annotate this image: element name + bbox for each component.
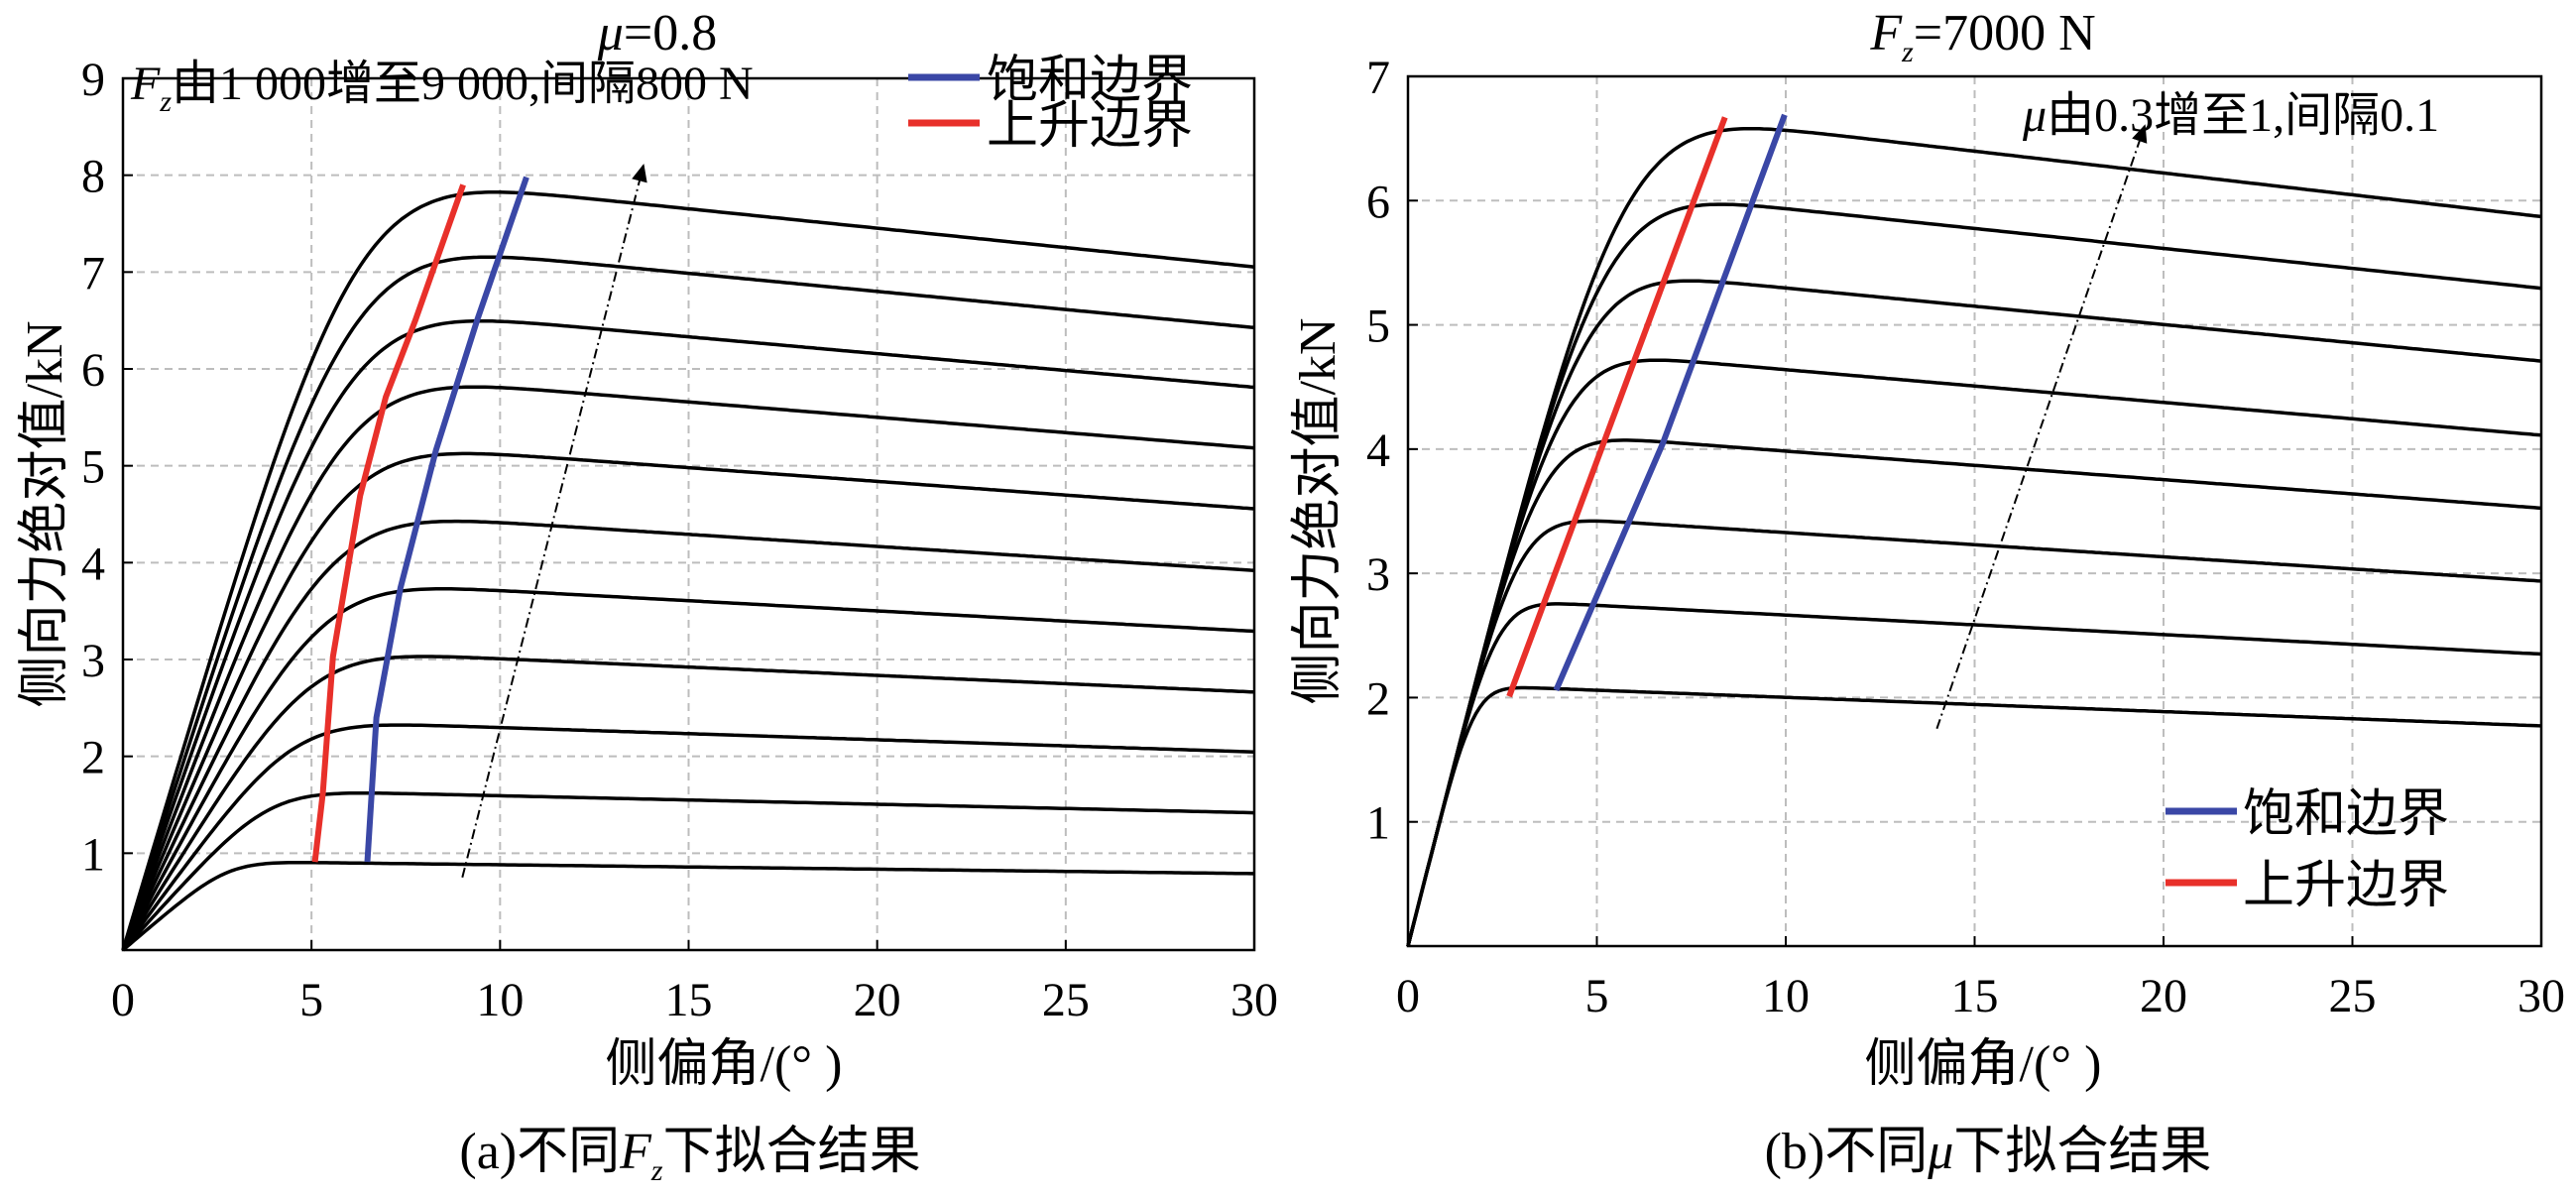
x-tick-label: 20 xyxy=(854,974,901,1026)
x-tick-label: 10 xyxy=(476,974,524,1026)
y-tick-label: 2 xyxy=(81,732,105,784)
caption-suffix: 下拟合结果 xyxy=(663,1124,921,1180)
annotation-symbol: F xyxy=(130,58,161,110)
legend-label: 上升边界 xyxy=(987,98,1193,155)
chart-title: μ=0.8 xyxy=(597,5,717,61)
x-axis-label: 侧偏角/(° ) xyxy=(1865,1036,2102,1093)
title-symbol: F xyxy=(1869,5,1903,61)
panel-b-mu: 0 5 10 15 20 25 301234567μ由0.3增至1,间隔0.1饱和边界上升边… xyxy=(1290,5,2565,1180)
y-tick-label: 3 xyxy=(1366,548,1390,601)
annotation-subscript: z xyxy=(159,85,172,118)
y-tick-label: 5 xyxy=(1366,300,1390,353)
x-tick-label: 0 xyxy=(111,974,135,1026)
y-tick-label: 7 xyxy=(81,247,105,300)
chart-title: Fz=7000 N xyxy=(1869,5,2095,68)
plot-frame xyxy=(1406,74,2543,948)
x-tick-label: 30 xyxy=(2517,970,2565,1022)
x-tick-label: 15 xyxy=(665,974,713,1026)
curve-0.7 xyxy=(1406,358,2542,947)
x-tick-label: 25 xyxy=(2329,970,2377,1022)
caption-subscript: z xyxy=(650,1154,663,1187)
curve-9000 xyxy=(121,189,1255,951)
figure-caption: (a)不同Fz下拟合结果 xyxy=(459,1124,920,1187)
curve-5800 xyxy=(121,451,1255,951)
y-tick-label: 4 xyxy=(81,538,105,590)
curve-0.3 xyxy=(1406,685,2542,947)
caption-prefix: (a)不同 xyxy=(459,1124,620,1180)
curve-annotation: μ由0.3增至1,间隔0.1 xyxy=(2022,89,2439,142)
curve-4200 xyxy=(121,587,1255,951)
x-tick-label: 5 xyxy=(1585,970,1609,1022)
saturation-boundary-line xyxy=(1553,113,1788,692)
y-axis-label: 侧向力绝对值/kN xyxy=(17,320,73,707)
caption-symbol: μ xyxy=(1927,1124,1953,1180)
y-tick-label: 9 xyxy=(81,54,105,106)
x-tick-label: 25 xyxy=(1042,974,1090,1026)
legend-label: 上升边界 xyxy=(2243,858,2449,914)
caption-suffix: 下拟合结果 xyxy=(1953,1124,2211,1180)
caption-prefix: (b)不同 xyxy=(1765,1124,1929,1180)
curve-2600 xyxy=(121,723,1255,952)
title-symbol: μ xyxy=(597,5,624,61)
y-tick-label: 5 xyxy=(81,441,105,494)
y-tick-label: 2 xyxy=(1366,672,1390,725)
curve-1 xyxy=(1406,126,2542,947)
x-tick-label: 15 xyxy=(1951,970,1999,1022)
y-tick-label: 8 xyxy=(81,151,105,203)
x-axis-label: 侧偏角/(° ) xyxy=(606,1036,843,1093)
y-tick-label: 4 xyxy=(1366,424,1390,477)
curve-7400 xyxy=(121,318,1255,951)
curve-1800 xyxy=(121,790,1255,952)
trend-arrow xyxy=(461,163,647,878)
curve-0.9 xyxy=(1406,202,2542,947)
x-tick-label: 5 xyxy=(299,974,323,1026)
curve-1000 xyxy=(121,861,1254,952)
title-value: =7000 N xyxy=(1914,5,2096,61)
y-tick-label: 1 xyxy=(81,828,105,881)
curve-0.8 xyxy=(1406,279,2542,947)
title-value: =0.8 xyxy=(624,5,717,61)
curve-0.5 xyxy=(1406,519,2542,947)
curve-0.4 xyxy=(1406,602,2542,947)
annotation-text: 由0.3增至1,间隔0.1 xyxy=(2047,89,2439,142)
curve-8200 xyxy=(121,255,1255,951)
legend-label: 饱和边界 xyxy=(2243,786,2449,843)
caption-symbol: F xyxy=(619,1124,652,1180)
curve-0.6 xyxy=(1406,438,2542,947)
y-tick-label: 6 xyxy=(1366,176,1390,228)
trend-arrow xyxy=(1935,124,2148,730)
x-tick-label: 0 xyxy=(1396,970,1420,1022)
y-tick-label: 6 xyxy=(81,344,105,397)
curve-3400 xyxy=(121,655,1255,951)
y-tick-label: 7 xyxy=(1366,52,1390,104)
annotation-symbol: μ xyxy=(2022,89,2047,142)
y-tick-label: 1 xyxy=(1366,797,1390,850)
figure-caption: (b)不同μ下拟合结果 xyxy=(1765,1124,2212,1180)
curve-5000 xyxy=(121,519,1255,951)
rise-boundary-line xyxy=(311,183,466,863)
rise-boundary-line xyxy=(1506,116,1728,698)
curve-6600 xyxy=(121,385,1255,951)
curve-annotation: Fz由1 000增至9 000,间隔800 N xyxy=(130,58,754,118)
plot-frame xyxy=(121,76,1256,952)
legend-label: 饱和边界 xyxy=(987,53,1193,109)
y-tick-label: 3 xyxy=(81,635,105,687)
x-tick-label: 30 xyxy=(1230,974,1278,1026)
y-axis-label: 侧向力绝对值/kN xyxy=(1290,317,1347,704)
saturation-boundary-line xyxy=(364,176,529,863)
x-tick-label: 20 xyxy=(2140,970,2187,1022)
x-tick-label: 10 xyxy=(1762,970,1810,1022)
title-subscript: z xyxy=(1901,36,1914,68)
annotation-text: 由1 000增至9 000,间隔800 N xyxy=(172,58,754,110)
